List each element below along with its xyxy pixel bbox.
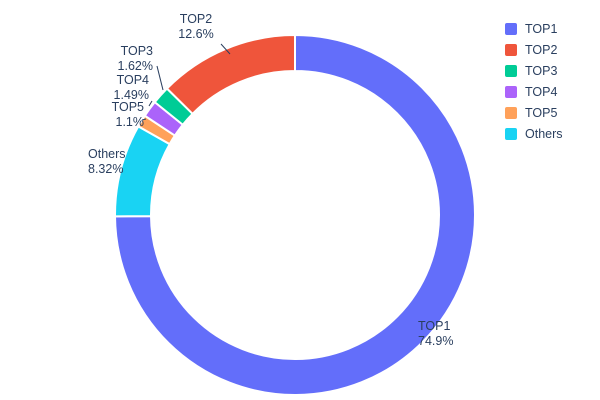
slice-label-top2: TOP2 12.6% [178,12,213,41]
legend-item-top4[interactable]: TOP4 [505,85,563,99]
leader-line-top4 [148,100,153,107]
legend-swatch [505,86,517,98]
leader-line-top5 [141,118,147,121]
slice-label-top3: TOP3 1.62% [118,44,154,73]
legend-item-top3[interactable]: TOP3 [505,64,563,78]
slice-label-top5: TOP5 1.1% [112,100,144,129]
legend-label: TOP1 [525,22,558,36]
legend-swatch [505,44,517,56]
legend-item-top2[interactable]: TOP2 [505,43,563,57]
legend-item-others[interactable]: Others [505,127,563,141]
leader-line-top3 [156,65,164,91]
legend-label: TOP5 [525,106,558,120]
leader-line-top2 [220,43,231,55]
legend-label: TOP3 [525,64,558,78]
slice-label-others: Others 8.32% [88,147,126,176]
pie-slice-top1[interactable] [114,34,476,396]
legend-label: TOP4 [525,85,558,99]
chart-legend: TOP1 TOP2 TOP3 TOP4 TOP5 Others [505,22,563,141]
legend-label: Others [525,127,563,141]
legend-swatch [505,107,517,119]
slice-label-top4: TOP4 1.49% [114,73,150,102]
legend-swatch [505,23,517,35]
legend-item-top1[interactable]: TOP1 [505,22,563,36]
slice-label-top1: TOP1 74.9% [418,319,453,348]
legend-item-top5[interactable]: TOP5 [505,106,563,120]
legend-swatch [505,128,517,140]
legend-label: TOP2 [525,43,558,57]
legend-swatch [505,65,517,77]
pie-slice-top2[interactable] [165,34,296,115]
